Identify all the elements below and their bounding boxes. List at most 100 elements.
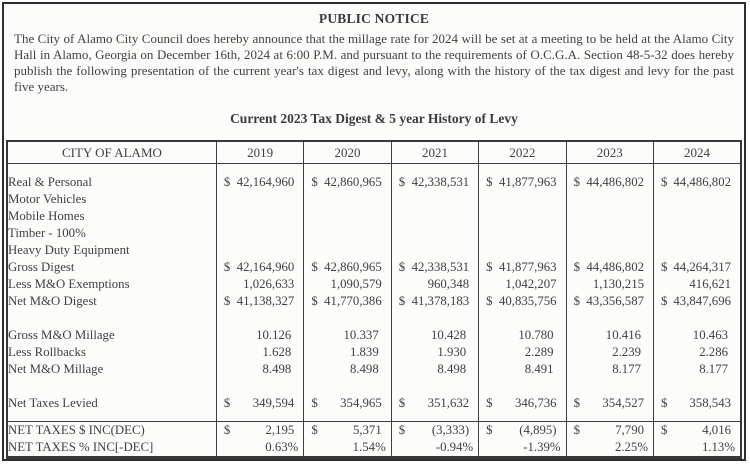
table-cell xyxy=(390,225,479,242)
row-label: Gross M&O Millage xyxy=(8,328,115,342)
currency-symbol: $ xyxy=(223,396,231,410)
table-cell xyxy=(478,378,567,395)
table-cell: 1,130,215 xyxy=(565,276,654,293)
cell-value: 1,090,579 xyxy=(330,277,382,291)
table-cell: $2,195 xyxy=(215,421,304,439)
cell-value: 10.780 xyxy=(518,328,554,342)
table-cell: $41,378,183 xyxy=(390,293,479,310)
cell-value: -0.94% xyxy=(435,440,474,454)
cell-value: 41,770,386 xyxy=(324,294,382,308)
row-label: Net M&O Millage xyxy=(8,362,104,376)
table-cell xyxy=(390,191,479,208)
cell-value: 8.177 xyxy=(612,362,641,376)
cell-value: 1.839 xyxy=(349,345,379,359)
table-cell: $41,770,386 xyxy=(303,293,392,310)
table-cell xyxy=(478,208,567,225)
cell-value: 41,877,963 xyxy=(498,260,557,274)
table-cell: $358,543 xyxy=(653,395,741,412)
cell-value: 42,860,965 xyxy=(324,175,382,189)
currency-symbol: $ xyxy=(486,260,493,274)
table-cell xyxy=(215,242,304,259)
cell-value: 41,138,327 xyxy=(236,294,295,308)
currency-symbol: $ xyxy=(486,294,493,308)
table-row: Gross Digest $42,164,960 $42,860,965 $42,33… xyxy=(7,259,741,276)
table-row: Timber - 100% xyxy=(7,225,741,242)
year-column-header: 2022 xyxy=(478,141,567,164)
currency-symbol: $ xyxy=(223,260,231,274)
table-cell: 10.126 xyxy=(215,327,304,344)
table-row: Net M&O Millage 8.498 8.498 8.498 8.491 8.177… xyxy=(7,361,741,378)
table-cell xyxy=(478,310,567,327)
table-cell: $42,860,965 xyxy=(303,259,392,276)
table-cell: $40,835,756 xyxy=(478,293,567,310)
currency-symbol: $ xyxy=(398,175,406,189)
cell-value: 349,594 xyxy=(252,396,295,410)
table-cell: 1.54% xyxy=(303,439,392,458)
table-row: Mobile Homes xyxy=(7,208,741,225)
table-row xyxy=(7,310,741,327)
table-cell: $346,736 xyxy=(478,395,567,412)
cell-value: 416,621 xyxy=(689,277,731,291)
table-cell xyxy=(303,378,392,395)
table-cell xyxy=(390,242,479,259)
cell-value: 5,371 xyxy=(352,423,382,437)
cell-value: (3,333) xyxy=(431,423,470,437)
table-cell: 2.25% xyxy=(565,439,654,458)
table-cell xyxy=(303,242,392,259)
table-cell xyxy=(303,208,392,225)
table-cell: $ (4,895) xyxy=(478,421,567,439)
table-row: Gross M&O Millage 10.126 10.337 10.428 10.78… xyxy=(7,327,741,344)
currency-symbol: $ xyxy=(311,260,318,274)
table-cell xyxy=(653,378,741,395)
table-cell: $44,486,802 xyxy=(653,163,741,191)
cell-value: 44,486,802 xyxy=(586,260,644,274)
currency-symbol: $ xyxy=(486,423,493,437)
currency-symbol: $ xyxy=(573,260,580,274)
cell-value: 354,527 xyxy=(602,396,644,410)
cell-value: 43,847,696 xyxy=(673,294,731,308)
cell-value: 8.491 xyxy=(524,362,554,376)
currency-symbol: $ xyxy=(311,423,318,437)
cell-value: 2.286 xyxy=(699,345,728,359)
cell-value: 960,348 xyxy=(427,277,470,291)
cell-value: 10.126 xyxy=(256,328,292,342)
currency-symbol: $ xyxy=(398,423,406,437)
cell-value: 1,026,633 xyxy=(243,277,295,291)
currency-symbol: $ xyxy=(661,396,668,410)
table-cell: $44,264,317 xyxy=(653,259,741,276)
cell-value: 42,338,531 xyxy=(411,260,470,274)
cell-value: 1.54% xyxy=(352,440,386,454)
cell-value: 42,164,960 xyxy=(236,175,295,189)
cell-value: 41,877,963 xyxy=(498,175,557,189)
cell-value: 1.628 xyxy=(262,345,292,359)
table-cell: $4,016 xyxy=(653,421,741,439)
currency-symbol: $ xyxy=(573,396,580,410)
table-cell: 8.498 xyxy=(390,361,479,378)
cell-value: 10.337 xyxy=(343,328,379,342)
cell-value: 8.498 xyxy=(262,362,292,376)
row-label xyxy=(7,412,216,422)
table-row xyxy=(7,412,741,422)
table-cell: 8.498 xyxy=(215,361,304,378)
row-label: NET TAXES % INC[-DEC] xyxy=(8,440,154,454)
table-body: Real & Personal $42,164,960 $42,860,965 $42… xyxy=(7,163,741,458)
table-head-row: CITY OF ALAMO 2019 2020 2021 2022 2023 2024 xyxy=(7,141,741,164)
table-cell: $ (3,333) xyxy=(390,421,479,439)
table-cell: 2.289 xyxy=(478,344,567,361)
table-cell: $43,847,696 xyxy=(653,293,741,310)
table-cell xyxy=(215,225,304,242)
table-cell xyxy=(303,191,392,208)
row-label: Gross Digest xyxy=(8,260,75,274)
table-cell xyxy=(215,191,304,208)
public-notice-document: PUBLIC NOTICE The City of Alamo City Cou… xyxy=(2,2,746,461)
table-row: Less M&O Exemptions 1,026,633 1,090,579 960… xyxy=(7,276,741,293)
table-cell: $44,486,802 xyxy=(565,259,654,276)
cell-value: 10.463 xyxy=(692,328,728,342)
table-cell xyxy=(478,191,567,208)
row-label: Heavy Duty Equipment xyxy=(8,243,130,257)
cell-value: 351,632 xyxy=(427,396,470,410)
currency-symbol: $ xyxy=(573,294,580,308)
table-cell: 10.463 xyxy=(653,327,741,344)
table-cell: 10.416 xyxy=(565,327,654,344)
table-cell: $351,632 xyxy=(390,395,479,412)
